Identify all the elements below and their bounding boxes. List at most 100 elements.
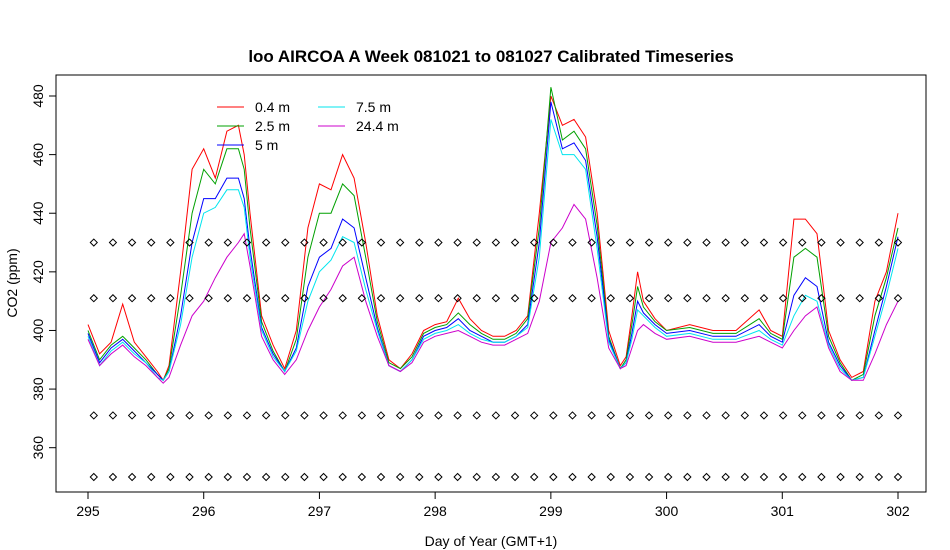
marker-row-2-point bbox=[357, 411, 367, 420]
marker-row-0-point bbox=[376, 238, 386, 247]
marker-row-0-point bbox=[817, 238, 826, 247]
marker-layer bbox=[89, 238, 903, 482]
marker-row-3-point bbox=[625, 472, 635, 482]
marker-row-1-point bbox=[281, 294, 290, 303]
marker-row-1-point bbox=[127, 294, 137, 303]
marker-row-1-point bbox=[357, 294, 367, 303]
marker-row-1-point bbox=[759, 294, 769, 303]
marker-row-3-point bbox=[606, 472, 615, 482]
marker-row-3-point bbox=[491, 472, 501, 482]
y-tick-label: 420 bbox=[30, 260, 46, 284]
marker-row-0-point bbox=[242, 238, 252, 247]
marker-row-3-point bbox=[357, 472, 367, 482]
marker-row-3-point bbox=[338, 472, 347, 482]
marker-row-2-point bbox=[242, 411, 252, 420]
marker-row-2-point bbox=[491, 411, 501, 420]
marker-row-0-point bbox=[185, 238, 194, 247]
marker-row-3-point bbox=[817, 472, 826, 482]
marker-row-3-point bbox=[376, 472, 386, 482]
marker-row-3-point bbox=[798, 472, 807, 482]
marker-row-3-point bbox=[529, 472, 539, 482]
marker-row-3-point bbox=[261, 472, 271, 482]
plot-frame bbox=[55, 74, 927, 493]
x-tick-label: 301 bbox=[771, 503, 795, 519]
marker-row-1-point bbox=[204, 294, 213, 303]
marker-row-2-point bbox=[664, 411, 673, 420]
marker-row-2-point bbox=[529, 411, 539, 420]
marker-row-0-point bbox=[89, 238, 98, 247]
marker-row-0-point bbox=[874, 238, 884, 247]
marker-row-1-point bbox=[223, 294, 233, 303]
marker-row-2-point bbox=[587, 411, 596, 420]
marker-row-2-point bbox=[702, 411, 711, 420]
marker-row-0-point bbox=[491, 238, 501, 247]
marker-row-2-point bbox=[836, 411, 845, 420]
legend-label-2: 5 m bbox=[255, 137, 278, 153]
marker-row-2-point bbox=[510, 411, 520, 420]
marker-row-1-point bbox=[740, 294, 750, 303]
marker-row-2-point bbox=[434, 411, 443, 420]
marker-row-0-point bbox=[338, 238, 347, 247]
marker-row-1-point bbox=[568, 294, 577, 303]
marker-row-0-point bbox=[836, 238, 845, 247]
marker-row-1-point bbox=[472, 294, 481, 303]
marker-row-0-point bbox=[147, 238, 156, 247]
marker-row-3-point bbox=[281, 472, 290, 482]
marker-row-2-point bbox=[261, 411, 271, 420]
x-tick-label: 298 bbox=[423, 503, 447, 519]
marker-row-2-point bbox=[415, 411, 424, 420]
marker-row-2-point bbox=[893, 411, 903, 420]
marker-row-1-point bbox=[702, 294, 711, 303]
series-line-3 bbox=[87, 119, 899, 381]
x-tick-label: 297 bbox=[308, 503, 332, 519]
legend-label-4: 24.4 m bbox=[356, 118, 399, 134]
marker-row-1-point bbox=[166, 294, 175, 303]
marker-row-0-point bbox=[510, 238, 520, 247]
marker-row-2-point bbox=[395, 411, 405, 420]
marker-row-3-point bbox=[415, 472, 424, 482]
x-axis-label: Day of Year (GMT+1) bbox=[425, 533, 558, 549]
marker-row-3-point bbox=[300, 472, 309, 482]
marker-row-0-point bbox=[664, 238, 673, 247]
marker-row-3-point bbox=[223, 472, 233, 482]
marker-row-2-point bbox=[740, 411, 750, 420]
marker-row-2-point bbox=[625, 411, 635, 420]
marker-row-0-point bbox=[644, 238, 654, 247]
marker-row-2-point bbox=[798, 411, 807, 420]
marker-row-1-point bbox=[587, 294, 596, 303]
marker-row-3-point bbox=[759, 472, 769, 482]
marker-row-0-point bbox=[453, 238, 462, 247]
marker-row-0-point bbox=[529, 238, 539, 247]
marker-row-0-point bbox=[683, 238, 692, 247]
marker-row-1-point bbox=[453, 294, 462, 303]
marker-row-0-point bbox=[778, 238, 788, 247]
marker-row-3-point bbox=[434, 472, 443, 482]
marker-row-2-point bbox=[549, 411, 558, 420]
marker-row-2-point bbox=[874, 411, 884, 420]
marker-row-0-point bbox=[855, 238, 864, 247]
marker-row-0-point bbox=[127, 238, 137, 247]
marker-row-3-point bbox=[319, 472, 328, 482]
marker-row-0-point bbox=[702, 238, 711, 247]
marker-row-1-point bbox=[376, 294, 386, 303]
marker-row-3-point bbox=[147, 472, 156, 482]
series-line-2 bbox=[87, 101, 899, 382]
marker-row-0-point bbox=[223, 238, 233, 247]
marker-row-1-point bbox=[798, 294, 807, 303]
marker-row-1-point bbox=[644, 294, 654, 303]
marker-row-3-point bbox=[721, 472, 730, 482]
series-line-4 bbox=[87, 203, 899, 384]
marker-row-3-point bbox=[510, 472, 520, 482]
y-tick-label: 440 bbox=[30, 201, 46, 225]
marker-row-0-point bbox=[759, 238, 769, 247]
marker-row-2-point bbox=[185, 411, 194, 420]
marker-row-0-point bbox=[204, 238, 213, 247]
marker-row-3-point bbox=[740, 472, 750, 482]
x-tick-label: 302 bbox=[886, 503, 910, 519]
x-tick-label: 295 bbox=[76, 503, 100, 519]
marker-row-3-point bbox=[472, 472, 481, 482]
marker-row-1-point bbox=[683, 294, 692, 303]
marker-row-0-point bbox=[587, 238, 596, 247]
marker-row-3-point bbox=[587, 472, 596, 482]
marker-row-2-point bbox=[855, 411, 864, 420]
